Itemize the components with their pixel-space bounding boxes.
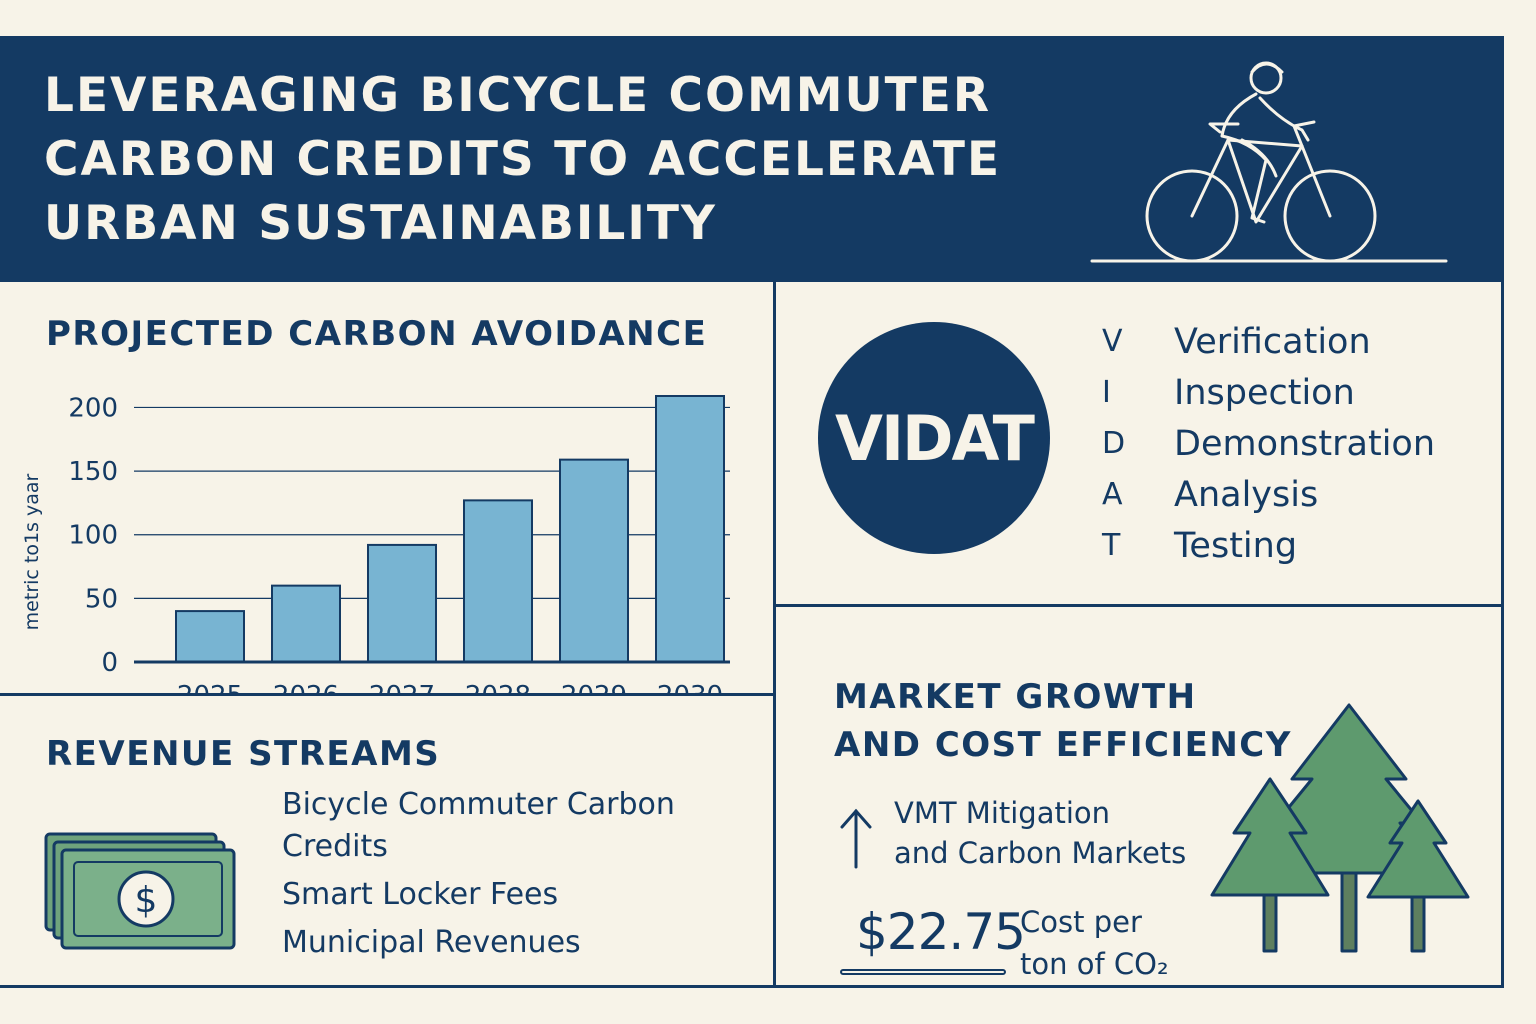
header-banner: LEVERAGING BICYCLE COMMUTER CARBON CREDI… (0, 36, 1504, 282)
svg-text:$: $ (135, 880, 158, 921)
y-tick-label: 50 (85, 584, 118, 614)
vidat-item: V Verification (1098, 316, 1435, 367)
trees-icon (1210, 703, 1470, 953)
page-title: LEVERAGING BICYCLE COMMUTER CARBON CREDI… (44, 68, 1002, 251)
dollar-bills-icon: $ (44, 832, 236, 950)
revenue-panel: REVENUE STREAMS $ Bicycle Commuter Carbo… (0, 696, 776, 988)
vidat-word: Analysis (1174, 474, 1319, 515)
bar-2028 (463, 499, 533, 663)
y-tick-label: 100 (68, 521, 118, 551)
chart-title: PROJECTED CARBON AVOIDANCE (46, 314, 708, 354)
vidat-letter: A (1102, 477, 1123, 512)
revenue-item: Municipal Revenues (282, 925, 581, 960)
y-tick-label: 0 (101, 648, 118, 678)
vidat-list: V Verification I Inspection D Demonstration… (1098, 316, 1435, 571)
y-tick-label: 150 (68, 457, 118, 487)
revenue-item: Smart Locker Fees (282, 877, 559, 912)
vidat-panel: VIDAT V Verification I Inspection D Demonst… (776, 282, 1504, 607)
y-axis-label: metric to1s yaar (21, 473, 43, 630)
vidat-item: I Inspection (1098, 367, 1435, 418)
vidat-letter: I (1102, 375, 1111, 410)
vidat-letter: D (1102, 426, 1126, 461)
vidat-letter: V (1102, 324, 1123, 359)
vidat-item: A Analysis (1098, 469, 1435, 520)
x-tick-label: 2030 (657, 681, 723, 693)
revenue-title: REVENUE STREAMS (46, 734, 441, 774)
x-tick-label: 2029 (561, 681, 627, 693)
revenue-item: Bicycle Commuter Carbon Credits (282, 787, 675, 864)
cyclist-icon (1090, 61, 1448, 263)
vidat-word: Inspection (1174, 372, 1355, 413)
bar-2025 (175, 610, 245, 664)
y-tick-label: 200 (68, 393, 118, 423)
bar-2026 (271, 584, 341, 663)
revenue-list: Bicycle Commuter Carbon Credits Smart Lo… (282, 784, 702, 970)
bar-2030 (655, 395, 725, 663)
market-panel: MARKET GROWTH AND COST EFFICIENCY VMT Mi… (776, 607, 1504, 988)
infographic: LEVERAGING BICYCLE COMMUTER CARBON CREDI… (0, 36, 1504, 988)
price-underline (840, 969, 1006, 975)
carbon-avoidance-chart: 0 50 100 150 200 2025 2026 2027 2028 2029 2030 metr… (21, 393, 730, 693)
x-tick-label: 2025 (177, 681, 243, 693)
x-tick-label: 2028 (465, 681, 531, 693)
price-value: $22.75 (856, 903, 1026, 961)
vidat-item: D Demonstration (1098, 418, 1435, 469)
bar-2027 (367, 543, 437, 663)
vidat-word: Verification (1174, 321, 1371, 362)
vidat-word: Testing (1174, 525, 1298, 566)
price-caption: Cost per ton of CO₂ (1020, 905, 1169, 981)
market-title: MARKET GROWTH AND COST EFFICIENCY (834, 677, 1292, 765)
vidat-word: Demonstration (1174, 423, 1436, 464)
x-tick-label: 2026 (273, 681, 339, 693)
arrow-up-icon (840, 808, 872, 869)
growth-text: VMT Mitigation and Carbon Markets (894, 796, 1187, 870)
x-tick-label: 2027 (369, 681, 435, 693)
vidat-letter: T (1102, 528, 1121, 563)
vidat-item: T Testing (1098, 520, 1435, 571)
vidat-badge: VIDAT (818, 322, 1050, 554)
bar-2029 (559, 458, 629, 663)
carbon-avoidance-panel: PROJECTED CARBON AVOIDANCE 0 50 100 150 200 2… (0, 282, 776, 696)
